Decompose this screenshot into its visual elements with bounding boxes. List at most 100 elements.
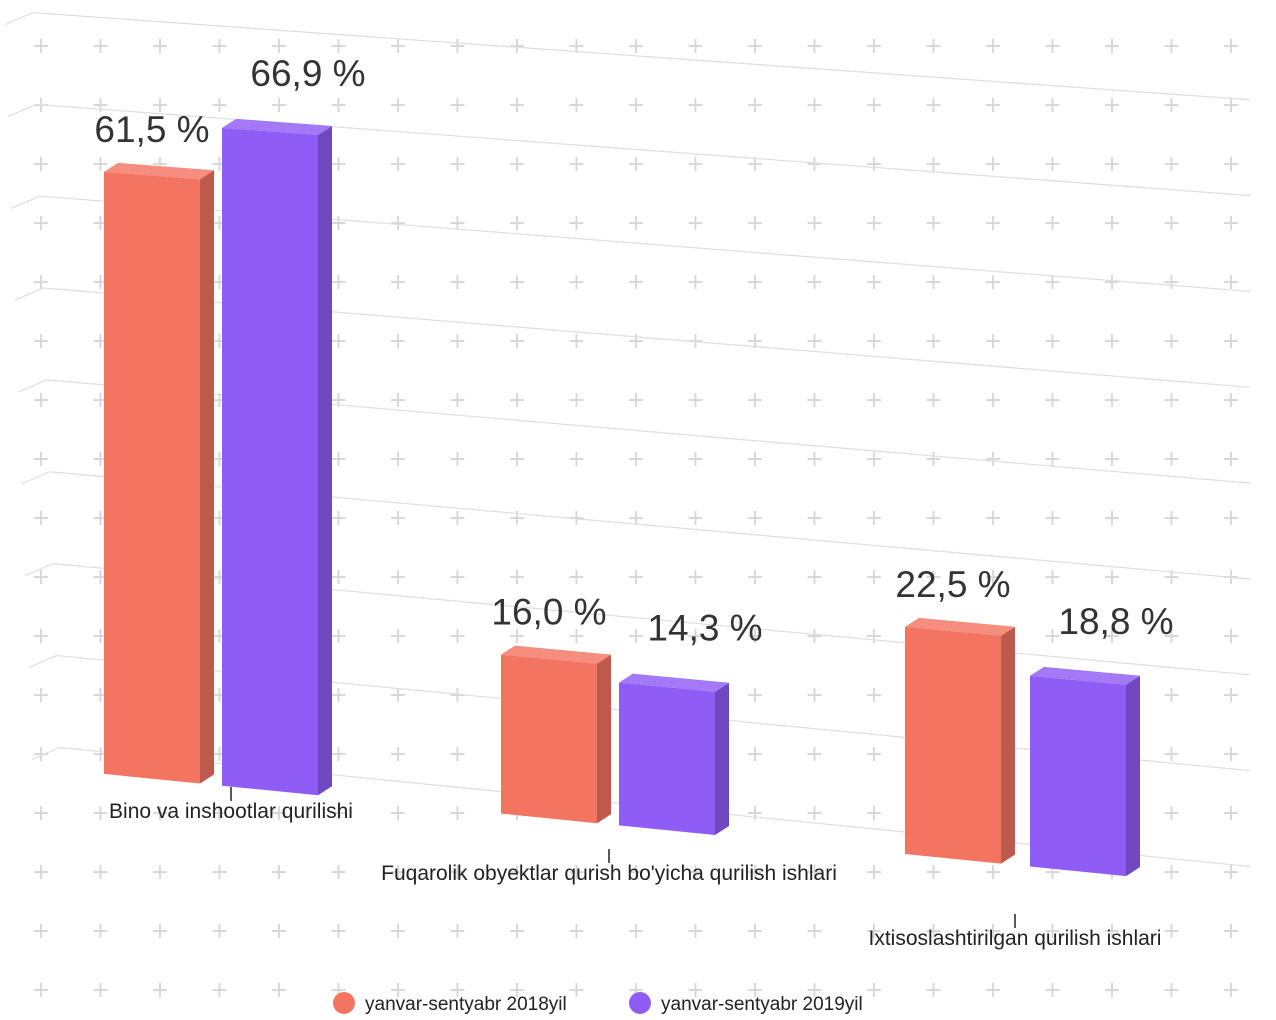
plus-mark: + [91,919,109,944]
plus-mark: + [32,860,50,885]
gridline [32,12,1251,101]
plus-mark: + [1222,506,1240,531]
plus-mark: + [686,447,704,472]
plus-mark: + [1043,565,1061,590]
plus-mark: + [627,329,645,354]
plus-mark: + [1103,93,1121,118]
plus-mark: + [805,565,823,590]
plus-mark: + [151,919,169,944]
plus-mark: + [1222,270,1240,295]
bar-top [905,617,1015,636]
legend: yanvar-sentyabr 2018yil yanvar-sentyabr 2… [333,992,863,1015]
plus-mark: + [746,93,764,118]
plus-mark: + [627,860,645,885]
plus-mark: + [508,270,526,295]
plus-mark: + [567,919,585,944]
plus-mark: + [1162,34,1180,59]
plus-mark: + [924,93,942,118]
plus-mark: + [32,506,50,531]
plus-mark: + [329,447,347,472]
plus-mark: + [91,801,109,826]
plus-mark: + [746,34,764,59]
plus-mark: + [329,919,347,944]
plus-mark: + [448,34,466,59]
plus-mark: + [924,388,942,413]
bar-top [222,118,332,135]
plus-mark: + [448,211,466,236]
plus-mark: + [865,34,883,59]
category-label: Ixtisoslashtirilgan qurilish ishlari [869,927,1162,950]
plus-mark: + [1043,447,1061,472]
plus-mark: + [210,34,228,59]
plus-mark: + [1103,978,1121,1003]
plus-mark: + [448,447,466,472]
plus-mark: + [508,978,526,1003]
plus-mark: + [1162,919,1180,944]
plus-mark: + [984,388,1002,413]
plus-mark: + [1222,919,1240,944]
plus-mark: + [567,329,585,354]
plus-mark: + [508,447,526,472]
plus-mark: + [1162,624,1180,649]
plus-mark: + [924,329,942,354]
plus-mark: + [686,152,704,177]
plus-mark: + [389,565,407,590]
plus-mark: + [389,211,407,236]
plus-mark: + [32,742,50,767]
plus-mark: + [448,860,466,885]
plus-mark: + [1103,624,1121,649]
plus-mark: + [805,270,823,295]
bar-side [597,654,611,824]
plus-mark: + [746,801,764,826]
plus-mark: + [329,211,347,236]
plus-mark: + [448,919,466,944]
plus-mark: + [389,506,407,531]
plus-mark: + [91,860,109,885]
plus-mark: + [151,978,169,1003]
plus-mark: + [567,270,585,295]
plus-mark: + [508,152,526,177]
plus-mark: + [567,624,585,649]
plus-mark: + [805,93,823,118]
plus-mark: + [389,742,407,767]
plus-mark: + [686,211,704,236]
gridline-tick [31,746,61,761]
plus-mark: + [567,211,585,236]
plus-mark: + [924,152,942,177]
plus-mark: + [865,801,883,826]
plus-mark: + [389,683,407,708]
plus-mark: + [389,388,407,413]
plus-mark: + [1043,329,1061,354]
plus-mark: + [924,565,942,590]
plus-mark: + [805,506,823,531]
plus-mark: + [508,565,526,590]
plus-mark: + [1222,34,1240,59]
plus-mark: + [1103,565,1121,590]
plus-mark: + [567,34,585,59]
plus-mark: + [1162,447,1180,472]
plus-mark: + [1222,93,1240,118]
plus-mark: + [448,152,466,177]
plus-mark: + [1103,152,1121,177]
gridline-tick [7,103,37,117]
category-label: Bino va inshootlar qurilishi [109,800,353,823]
plus-mark: + [686,93,704,118]
plus-mark: + [746,270,764,295]
plus-mark: + [329,506,347,531]
plus-mark: + [1162,329,1180,354]
plus-mark: + [567,388,585,413]
plus-mark: + [1162,211,1180,236]
plus-mark: + [508,211,526,236]
plus-mark: + [865,919,883,944]
plus-mark: + [746,388,764,413]
plus-mark: + [567,93,585,118]
plus-mark: + [865,447,883,472]
plus-mark: + [329,683,347,708]
bar [222,127,318,796]
plus-mark: + [924,860,942,885]
plus-mark: + [329,388,347,413]
plus-mark: + [627,388,645,413]
plus-mark: + [448,270,466,295]
plus-mark: + [448,93,466,118]
plus-mark: + [32,801,50,826]
